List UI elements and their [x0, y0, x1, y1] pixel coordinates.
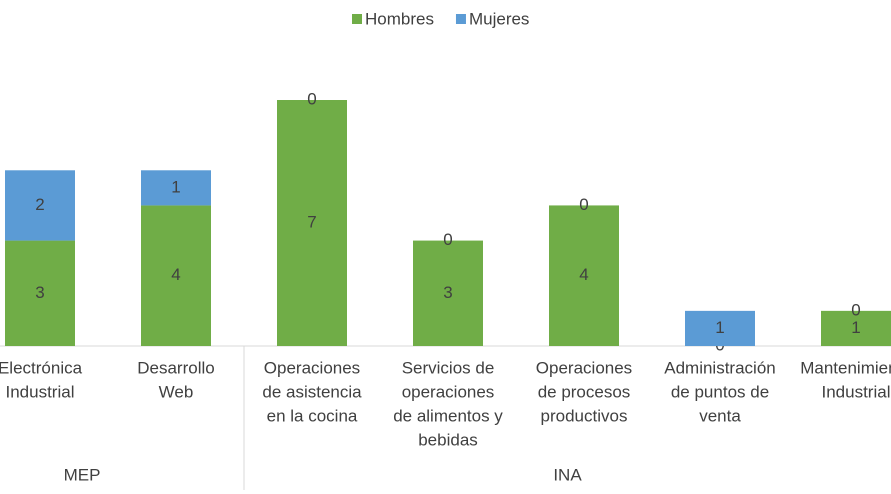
bar-segment — [821, 310, 891, 346]
bar-segment — [5, 170, 75, 241]
x-tick-label: productivos — [541, 406, 628, 425]
x-tick-label: Operaciones — [264, 358, 360, 377]
group-label: MEP — [64, 465, 101, 484]
data-label: 4 — [171, 265, 180, 284]
legend-label: Hombres — [365, 9, 434, 28]
bar-segment — [413, 240, 483, 346]
x-tick-label: Industrial — [6, 382, 75, 401]
x-tick-label: Operaciones — [536, 358, 632, 377]
group-label: INA — [553, 465, 582, 484]
x-tick-label: Desarrollo — [137, 358, 214, 377]
data-label: 4 — [579, 265, 588, 284]
bar-segment — [141, 205, 211, 346]
x-tick-label: de alimentos y — [393, 406, 503, 425]
data-label: 0 — [579, 195, 588, 214]
data-label: 3 — [35, 283, 44, 302]
data-label: 1 — [851, 318, 860, 337]
data-label: 1 — [171, 177, 180, 196]
x-tick-label: de procesos — [538, 382, 631, 401]
legend-swatch — [352, 14, 362, 24]
x-tick-label: operaciones — [402, 382, 495, 401]
x-tick-label: Industrial — [822, 382, 891, 401]
data-label: 1 — [715, 318, 724, 337]
x-tick-label: Web — [159, 382, 194, 401]
legend-label: Mujeres — [469, 9, 529, 28]
data-label: 2 — [35, 195, 44, 214]
x-tick-label: venta — [699, 406, 741, 425]
bar-segment — [141, 170, 211, 206]
x-tick-label: Administración — [664, 358, 776, 377]
x-tick-label: Servicios de — [402, 358, 495, 377]
x-tick-label: de asistencia — [262, 382, 362, 401]
data-label: 0 — [443, 230, 452, 249]
bar-segment — [685, 310, 755, 346]
bar-segment — [277, 100, 347, 346]
x-tick-label: de puntos de — [671, 382, 769, 401]
x-tick-label: en la cocina — [267, 406, 358, 425]
x-tick-label: bebidas — [418, 430, 478, 449]
legend-swatch — [455, 14, 466, 24]
x-tick-label: Electrónica — [0, 358, 83, 377]
data-label: 0 — [851, 300, 860, 319]
bar-segment — [549, 205, 619, 346]
bar-segment — [5, 240, 75, 346]
data-label: 3 — [443, 283, 452, 302]
data-label: 7 — [307, 212, 316, 231]
x-tick-label: Mantenimiento — [800, 358, 891, 377]
data-label: 0 — [307, 89, 316, 108]
